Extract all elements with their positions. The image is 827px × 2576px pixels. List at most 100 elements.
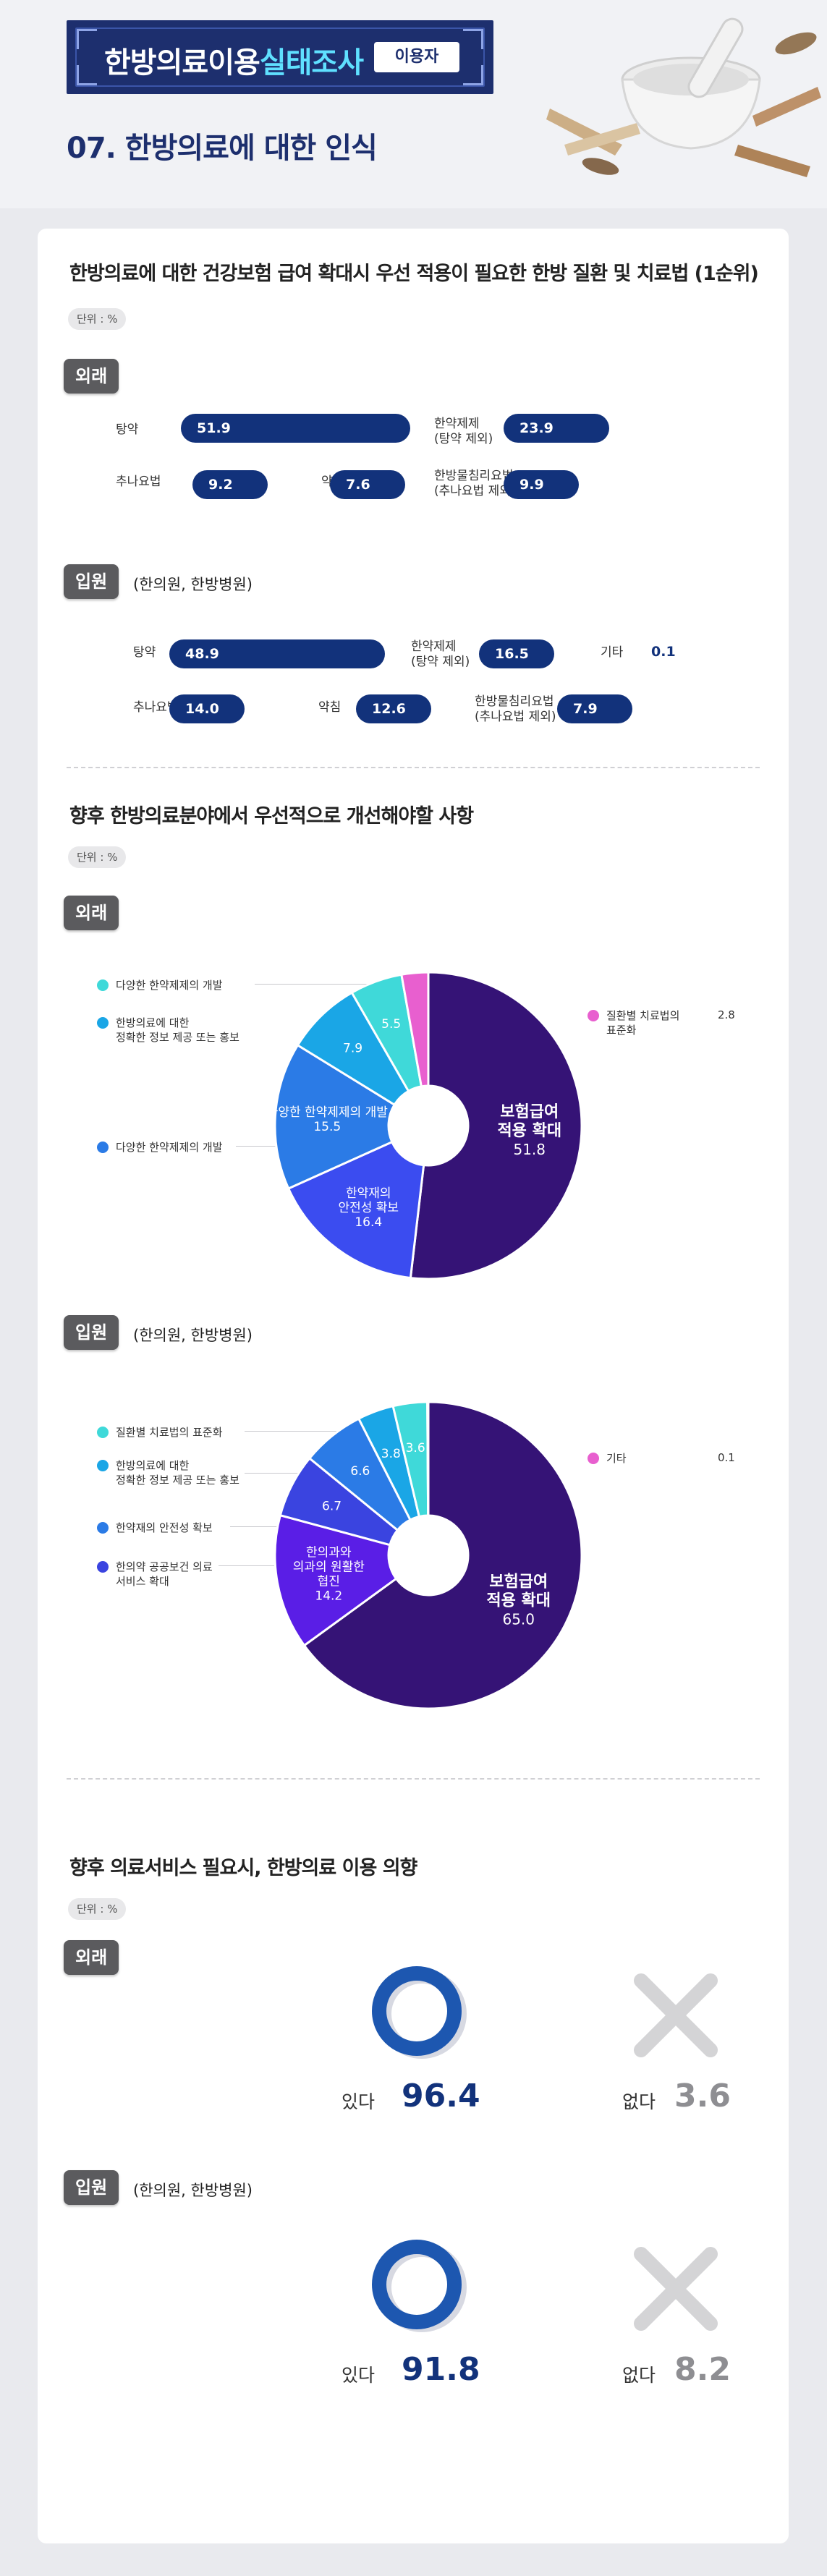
q2-inpatient-slice-label: 보험급여 bbox=[489, 1573, 548, 1591]
q1-outpatient-tag: 외래 bbox=[64, 359, 119, 394]
content-card: 한방의료에 대한 건강보험 급여 확대시 우선 적용이 필요한 한방 질환 및 … bbox=[38, 229, 789, 2543]
q2-inpatient-legend-dot bbox=[97, 1460, 109, 1471]
q2-inpatient-legend-value: 0.1 bbox=[718, 1451, 735, 1464]
q3-unit: 단위 : % bbox=[68, 1898, 127, 1920]
q2-inpatient-legend-leader-line bbox=[219, 1565, 298, 1566]
q2-outpatient-slice-label: 보험급여 bbox=[500, 1102, 559, 1121]
herbal-medicine-illustration bbox=[546, 17, 821, 177]
q1-outpatient-bar: 51.9 bbox=[181, 414, 410, 443]
report-title-main: 한방의료이용 bbox=[104, 46, 260, 80]
q1-inpatient-bar-value: 16.5 bbox=[495, 646, 529, 662]
q2-inpatient-tag: 입원 bbox=[64, 1315, 119, 1350]
q2-inpatient-note: (한의원, 한방병원) bbox=[133, 1327, 253, 1344]
q1-inpatient-bar-label: 한방물침리요법 (추나요법 제외) bbox=[475, 694, 556, 724]
yes-circle-icon bbox=[372, 1966, 467, 2059]
q2-inpatient-slice-label: 협진 bbox=[318, 1574, 340, 1589]
q2-outpatient-legend-dot bbox=[97, 979, 109, 991]
q2-unit: 단위 : % bbox=[68, 846, 127, 868]
q2-inpatient-legend-leader-line bbox=[245, 1431, 382, 1432]
q1-outpatient-bar-value: 9.2 bbox=[208, 477, 233, 493]
q2-outpatient-legend-dot bbox=[588, 1010, 599, 1021]
q2-inpatient-slice-label: 한의과와 bbox=[306, 1545, 352, 1560]
q2-inpatient-slice-value: 14.2 bbox=[315, 1589, 342, 1603]
q2-inpatient-legend-leader-line bbox=[245, 1473, 331, 1474]
q2-outpatient-slice-value: 15.5 bbox=[313, 1120, 341, 1134]
q2-outpatient-legend-value: 2.8 bbox=[718, 1008, 735, 1021]
yes-circle-icon bbox=[372, 2240, 467, 2332]
q3-title: 향후 의료서비스 필요시, 한방의료 이용 의향 bbox=[69, 1857, 417, 1879]
section-divider bbox=[67, 1778, 760, 1780]
q2-outpatient-legend-label: 다양한 한약제제의 개발 bbox=[116, 979, 223, 992]
q1-inpatient-bar: 16.5 bbox=[479, 639, 554, 668]
q1-outpatient-bar: 9.9 bbox=[504, 470, 579, 499]
report-title-highlight: 실태조사 bbox=[259, 46, 364, 80]
q1-outpatient-bar: 7.6 bbox=[330, 470, 405, 499]
q1-outpatient-bar-label: 한약제제 (탕약 제외) bbox=[434, 417, 493, 446]
no-x-icon bbox=[634, 1973, 718, 2057]
q1-inpatient-bar-value: 14.0 bbox=[185, 701, 219, 717]
q2-inpatient-legend-dot bbox=[97, 1427, 109, 1438]
q2-inpatient-slice-value: 65.0 bbox=[502, 1611, 535, 1628]
q1-outpatient-bar-label: 한방물침리요법 (추나요법 제외) bbox=[434, 469, 516, 498]
q1-inpatient-note: (한의원, 한방병원) bbox=[133, 576, 253, 593]
q2-outpatient-slice-value: 7.9 bbox=[343, 1041, 362, 1055]
q2-inpatient-legend-dot bbox=[97, 1522, 109, 1534]
section-divider bbox=[67, 767, 760, 768]
q2-outpatient-slice-label: 적용 확대 bbox=[497, 1122, 561, 1140]
q3-inpatient-yes-value: 91.8 bbox=[402, 2351, 480, 2388]
banner-corner-ornament bbox=[463, 65, 483, 85]
q2-outpatient-slice-value: 51.8 bbox=[513, 1141, 546, 1158]
q2-outpatient-slice-label: 한약재의 bbox=[346, 1186, 391, 1201]
banner-corner-ornament bbox=[463, 29, 483, 49]
q2-inpatient-legend-label: 한의약 공공보건 의료 서비스 확대 bbox=[116, 1560, 213, 1588]
q1-inpatient-bar-label: 약침 bbox=[318, 700, 342, 715]
q3-outpatient-yes-label: 있다 bbox=[342, 2091, 376, 2112]
q2-inpatient-slice bbox=[273, 1513, 398, 1647]
q2-inpatient-slice bbox=[302, 1400, 583, 1710]
q2-inpatient-legend-dot bbox=[97, 1561, 109, 1573]
q3-outpatient-no-label: 없다 bbox=[622, 2091, 656, 2112]
section-title: 07. 한방의료에 대한 인식 bbox=[67, 132, 378, 165]
q1-inpatient-bar-value: 12.6 bbox=[372, 701, 406, 717]
q1-inpatient-bar-value: 7.9 bbox=[573, 701, 598, 717]
q2-outpatient-slice bbox=[287, 1140, 425, 1280]
q2-inpatient-slice-value: 3.8 bbox=[381, 1447, 401, 1461]
q2-inpatient-legend-label: 기타 bbox=[606, 1452, 627, 1465]
q2-outpatient-slice-label: 안전성 확보 bbox=[338, 1201, 399, 1215]
q3-inpatient-no-label: 없다 bbox=[622, 2365, 656, 2386]
q1-inpatient-bar: 14.0 bbox=[169, 694, 245, 723]
q2-outpatient-slice-value: 16.4 bbox=[355, 1215, 382, 1230]
q2-outpatient-legend-label: 한방의료에 대한 정확한 정보 제공 또는 홍보 bbox=[116, 1016, 239, 1044]
q1-inpatient-bar: 7.9 bbox=[557, 694, 632, 723]
q1-outpatient-bar-value: 9.9 bbox=[519, 477, 544, 493]
q3-outpatient-tag: 외래 bbox=[64, 1940, 119, 1975]
q3-outpatient-yes-value: 96.4 bbox=[402, 2078, 480, 2114]
q1-inpatient-tag: 입원 bbox=[64, 564, 119, 599]
q2-inpatient-legend-dot bbox=[588, 1453, 599, 1464]
q2-inpatient-slice-value: 6.6 bbox=[350, 1464, 370, 1479]
q1-inpatient-bar-label: 한약제제 (탕약 제외) bbox=[411, 639, 470, 669]
respondent-badge: 이용자 bbox=[374, 42, 459, 72]
q2-outpatient-legend-label: 질환별 치료법의 표준화 bbox=[606, 1009, 680, 1037]
banner-corner-ornament bbox=[77, 65, 97, 85]
q3-inpatient-yes-label: 있다 bbox=[342, 2365, 376, 2386]
q2-title: 향후 한방의료분야에서 우선적으로 개선해야할 사항 bbox=[69, 805, 474, 828]
title-banner: 한방의료이용실태조사 이용자 bbox=[67, 20, 493, 94]
q2-outpatient-slice-label: 다양한 한약제제의 개발 bbox=[269, 1105, 388, 1120]
q2-outpatient-legend-leader-line bbox=[255, 984, 378, 985]
q1-inpatient-bar-label: 추나요법 bbox=[133, 700, 179, 715]
q2-inpatient-slice-value: 3.6 bbox=[406, 1441, 425, 1455]
no-x-icon bbox=[634, 2247, 718, 2331]
q2-inpatient-slice-value: 6.7 bbox=[322, 1499, 342, 1513]
q2-outpatient-slice bbox=[409, 971, 583, 1280]
q3-inpatient-no-value: 8.2 bbox=[674, 2351, 731, 2388]
q1-outpatient-bar-label: 탕약 bbox=[116, 422, 139, 437]
q2-inpatient-legend-label: 한약재의 안전성 확보 bbox=[116, 1521, 213, 1534]
q2-inpatient-legend-label: 한방의료에 대한 정확한 정보 제공 또는 홍보 bbox=[116, 1459, 239, 1487]
q2-inpatient-legend-leader-line bbox=[230, 1526, 310, 1527]
q3-outpatient-no-value: 3.6 bbox=[674, 2078, 731, 2114]
q2-outpatient-legend-label: 다양한 한약제제의 개발 bbox=[116, 1141, 223, 1154]
q1-inpatient-bar: 12.6 bbox=[356, 694, 431, 723]
